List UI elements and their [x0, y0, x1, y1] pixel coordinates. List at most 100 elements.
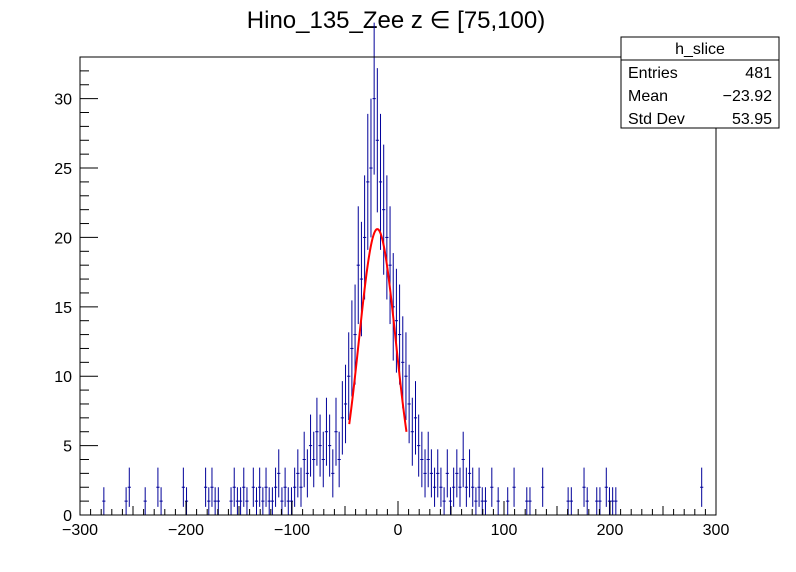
- stats-entries-value: 481: [745, 65, 772, 82]
- histogram-bin: [181, 467, 185, 507]
- histogram-bin: [426, 431, 430, 488]
- histogram-bin: [232, 467, 236, 507]
- histogram-bin: [315, 397, 319, 466]
- histogram-bin: [464, 467, 468, 507]
- x-tick-label: −100: [274, 522, 310, 539]
- histogram-bin: [337, 431, 341, 488]
- histogram-bin: [569, 487, 573, 515]
- chart-title: Hino_135_Zee z ∈ [75,100): [247, 7, 545, 34]
- histogram-bin: [372, 22, 376, 175]
- histogram-bin: [286, 487, 290, 515]
- x-tick-label: −300: [62, 522, 98, 539]
- histogram-bin: [452, 467, 456, 507]
- histogram-bin: [512, 467, 516, 507]
- histogram-bin: [506, 487, 510, 515]
- histogram-bin: [127, 467, 131, 507]
- histogram-bin: [455, 449, 459, 498]
- histogram-bin: [102, 487, 106, 515]
- histogram-bin: [401, 316, 405, 409]
- histogram-bin: [461, 431, 465, 488]
- histogram-bin: [410, 397, 414, 466]
- histogram-bin: [343, 364, 348, 444]
- histogram-bin: [541, 467, 545, 507]
- histogram-bin: [496, 487, 500, 515]
- histogram-bin: [598, 487, 602, 515]
- histogram-bin: [439, 467, 443, 507]
- histogram-bin: [611, 487, 615, 515]
- histogram-bin: [210, 467, 214, 507]
- stats-box: h_slice Entries 481 Mean −23.92 Std Dev …: [620, 36, 780, 129]
- axes: −300 −200 −100 0 100 200 300 0 5 10 15 20 25 30: [54, 56, 730, 539]
- histogram-bin: [423, 449, 427, 498]
- x-tick-label: 200: [597, 522, 624, 539]
- histogram-bin: [356, 206, 360, 325]
- histogram-bin: [251, 467, 255, 507]
- histogram-bin: [331, 449, 335, 498]
- plot-area: [80, 22, 716, 516]
- histogram-bin: [369, 98, 373, 238]
- histogram-bin: [340, 381, 344, 455]
- histogram-bin: [245, 487, 249, 515]
- histogram-bin: [242, 467, 246, 507]
- histogram-bin: [429, 449, 433, 498]
- y-tick-label: 10: [54, 369, 72, 386]
- histogram-bin: [490, 467, 494, 507]
- histogram-bin: [324, 397, 329, 466]
- histogram-bin: [407, 364, 411, 444]
- x-tick-label: −200: [168, 522, 204, 539]
- histogram-bin: [413, 381, 418, 455]
- histogram-bin: [334, 397, 338, 466]
- histogram-bin: [350, 300, 354, 397]
- y-tick-label: 25: [54, 161, 72, 178]
- histogram-bin: [347, 332, 351, 421]
- histogram-bin: [270, 487, 274, 515]
- histogram-bin: [305, 449, 309, 498]
- histogram-bin: [308, 414, 313, 477]
- y-tick-label: 30: [54, 92, 72, 109]
- x-tick-label: 0: [394, 522, 403, 539]
- histogram-bin: [420, 431, 424, 488]
- histogram-bin: [159, 487, 163, 515]
- histogram-bin: [207, 487, 211, 515]
- histogram-bin: [229, 487, 233, 515]
- x-tick-label: 100: [491, 522, 518, 539]
- histogram-bin: [184, 487, 189, 515]
- histogram-bin: [385, 175, 389, 300]
- histogram-bin: [328, 414, 332, 477]
- histogram-bin: [366, 113, 370, 250]
- histogram-bin: [302, 431, 306, 488]
- histogram-bin: [296, 449, 300, 498]
- histogram-bin: [445, 449, 449, 498]
- histogram-bin: [566, 487, 570, 515]
- y-tick-label: 5: [63, 439, 72, 456]
- histogram-bin: [525, 487, 529, 515]
- histogram-bin: [204, 467, 208, 507]
- histogram-bin: [363, 175, 367, 300]
- histogram-bin: [700, 467, 704, 507]
- histogram-bin: [280, 487, 284, 515]
- histogram-bin: [258, 467, 262, 507]
- stats-mean-label: Mean: [628, 88, 668, 105]
- y-tick-label: 0: [63, 508, 72, 525]
- histogram-bin: [528, 487, 532, 515]
- histogram-bin: [404, 332, 408, 421]
- histogram-bin: [321, 431, 325, 488]
- histogram-bin: [277, 449, 281, 498]
- histogram-bin: [289, 487, 294, 515]
- histogram-bin: [273, 467, 278, 507]
- stats-stddev-value: 53.95: [732, 111, 772, 128]
- x-tick-label: 300: [703, 522, 730, 539]
- stats-entries-label: Entries: [628, 65, 678, 82]
- y-tick-label: 20: [54, 230, 72, 247]
- histogram-bin: [388, 206, 392, 325]
- histogram-bin: [318, 414, 322, 477]
- histogram-bin: [417, 414, 421, 477]
- histogram-bin: [382, 144, 386, 275]
- histogram-bin: [312, 431, 316, 488]
- histogram-bin: [614, 487, 618, 515]
- histogram-bin: [156, 467, 160, 507]
- stats-mean-value: −23.92: [723, 88, 772, 105]
- histogram-bin: [261, 487, 265, 515]
- y-tick-label: 15: [54, 300, 72, 317]
